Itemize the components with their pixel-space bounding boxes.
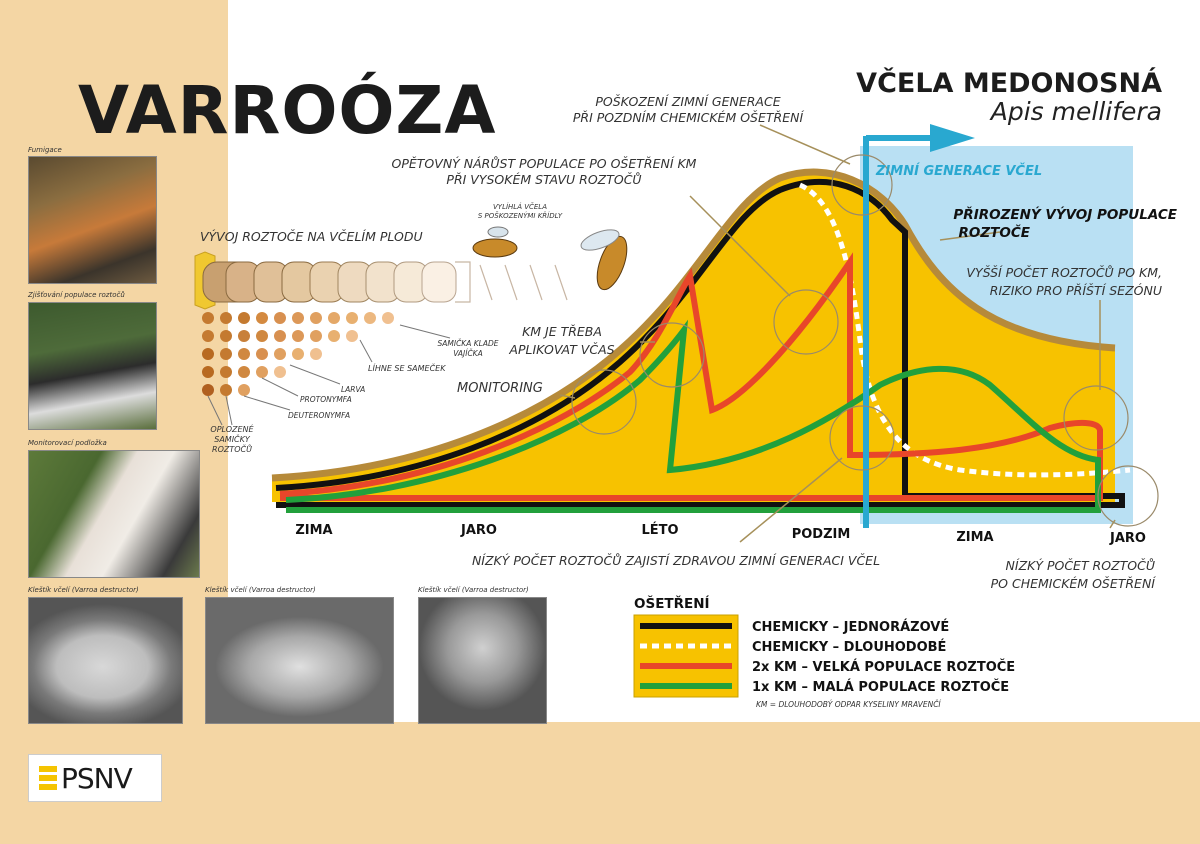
photo-fumigace (28, 156, 157, 284)
photo-klestik-1 (28, 597, 183, 724)
photo-zjistovani (28, 302, 157, 430)
circle-monitoring (571, 369, 637, 435)
legend-label-km-1x: 1x KM – MALÁ POPULACE ROZTOČE (752, 679, 1009, 695)
mite-dev-lays-eggs-1: SAMIČKA KLADE (438, 339, 499, 348)
legend-label-chemical-single: CHEMICKY – JEDNORÁZOVÉ (752, 619, 949, 635)
circle-low-after (1097, 465, 1159, 527)
bee-damaged-icon (472, 226, 518, 258)
legend-note: KM = DLOUHODOBÝ ODPAR KYSELINY MRAVENČÍ (756, 700, 941, 709)
annot-higher-1: VYŠŠÍ POČET ROZTOČŮ PO KM, (966, 265, 1162, 280)
brood-comb (194, 251, 568, 310)
annot-low-after-2: PO CHEMICKÉM OŠETŘENÍ (991, 576, 1157, 591)
mite-dev-deutonymph: DEUTERONYMFA (288, 411, 350, 420)
line-chemical-long (798, 182, 1131, 478)
caption-klestik-2: Kleštík včelí (Varroa destructor) (205, 586, 316, 594)
psnv-logo: PSNV (28, 754, 162, 802)
photo-klestik-2 (205, 597, 394, 724)
mite-dev-lays-eggs-2: VAJÍČKA (453, 349, 482, 358)
annot-km-time-1: KM JE TŘEBA (522, 324, 602, 339)
caption-zjistovani: Zjišťování populace roztočů (28, 291, 125, 299)
mite-dev-fertilized-3: ROZTOČŮ (212, 443, 252, 454)
bee-healthy-icon (580, 229, 628, 291)
annot-natural-2: ROZTOČE (959, 223, 1031, 241)
annot-winter-damage-2: PŘI POZDNÍM CHEMICKÉM OŠETŘENÍ (573, 110, 805, 125)
legend-title: OŠETŘENÍ (634, 594, 710, 612)
season-jaro-2: JARO (1109, 531, 1146, 546)
photo-klestik-3 (418, 597, 547, 724)
annot-winter-damage-1: POŠKOZENÍ ZIMNÍ GENERACE (595, 94, 780, 109)
mite-dots (202, 312, 394, 396)
season-jaro-1: JARO (460, 523, 497, 538)
legend-label-chemical-long: CHEMICKY – DLOUHODOBÉ (752, 639, 946, 655)
annot-regrowth-1: OPĚTOVNÝ NÁRŮST POPULACE PO OŠETŘENÍ KM (392, 156, 697, 171)
season-leto: LÉTO (641, 522, 678, 538)
logo-mark-icon (39, 766, 57, 790)
page-title: VARROÓZA (78, 72, 497, 149)
bottom-band (0, 722, 1200, 844)
circle-km-time (639, 322, 705, 388)
annot-winter-generation: ZIMNÍ GENERACE VČEL (875, 163, 1042, 179)
mite-dev-larva: LARVA (341, 385, 365, 394)
mite-dev-male: LÍHNE SE SAMEČEK (368, 362, 446, 373)
season-zima-2: ZIMA (956, 530, 993, 545)
caption-klestik-3: Kleštík včelí (Varroa destructor) (418, 586, 529, 594)
winter-generation-arrowhead (930, 124, 975, 152)
mite-dev-fertilized-2: SAMIČKY (214, 433, 251, 444)
caption-podlozka: Monitorovací podložka (28, 439, 107, 447)
species-common: VČELA MEDONOSNÁ (856, 68, 1162, 99)
circle-low-healthy (829, 405, 895, 471)
legend-label-km-2x: 2x KM – VELKÁ POPULACE ROZTOČE (752, 659, 1015, 675)
caption-klestik-1: Kleštík včelí (Varroa destructor) (28, 586, 139, 594)
annot-regrowth-2: PŘI VYSOKÉM STAVU ROZTOČŮ (446, 172, 641, 187)
season-zima-1: ZIMA (295, 523, 332, 538)
season-podzim: PODZIM (792, 527, 851, 542)
species-block: VČELA MEDONOSNÁ Apis mellifera (856, 68, 1162, 126)
line-km-1x (285, 319, 1101, 513)
circle-winter-damage (831, 154, 893, 216)
annot-low-healthy: NÍZKÝ POČET ROZTOČŮ ZAJISTÍ ZDRAVOU ZIMN… (472, 553, 880, 568)
mite-dev-damaged-bee-1: VYLÍHLÁ VČELA (493, 202, 547, 211)
mite-dev-damaged-bee-2: S POŠKOZENÝMI KŘÍDLY (478, 211, 563, 220)
mite-dev-leaders (207, 324, 451, 426)
annot-higher-2: RIZIKO PRO PŘÍŠTÍ SEZÓNU (990, 283, 1162, 298)
annot-natural-1: PŘIROZENÝ VÝVOJ POPULACE (953, 206, 1177, 223)
mite-dev-title: VÝVOJ ROZTOČE NA VČELÍM PLODU (200, 229, 423, 244)
leader-lines (559, 124, 1116, 543)
annot-low-after-1: NÍZKÝ POČET ROZTOČŮ (1006, 558, 1155, 573)
caption-fumigace: Fumigace (28, 146, 62, 154)
mite-dev-protonymph: PROTONYMFA (300, 395, 352, 404)
natural-population-line (271, 168, 1116, 482)
circle-higher (1063, 385, 1129, 451)
annot-monitoring: MONITORING (457, 381, 543, 396)
circle-regrowth (773, 289, 839, 355)
species-latin: Apis mellifera (990, 97, 1162, 126)
annot-km-time-2: APLIKOVAT VČAS (508, 342, 614, 357)
mite-dev-fertilized-1: OPLOZENÉ (210, 423, 254, 434)
photo-podlozka (28, 450, 200, 578)
logo-text: PSNV (61, 761, 133, 795)
